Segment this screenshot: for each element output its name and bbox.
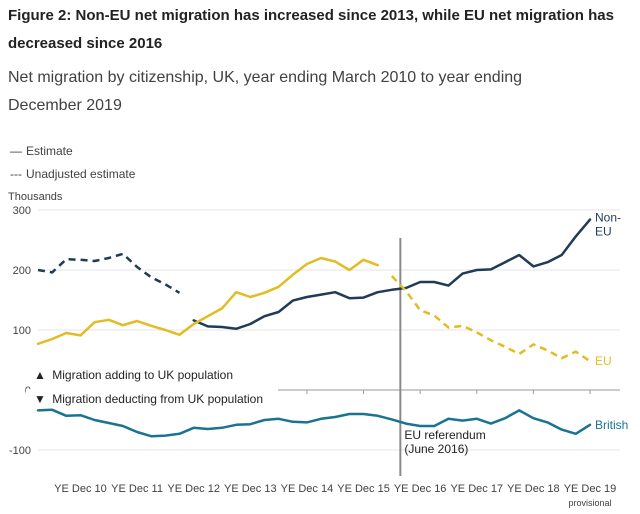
x-tick-label: YE Dec 17 (450, 483, 503, 495)
series-label-non-eu: EU (595, 225, 612, 239)
x-tick-label: YE Dec 19 (564, 483, 617, 495)
series-line-non-eu-dashed (37, 252, 181, 294)
y-tick-label: 200 (13, 265, 31, 277)
series-label-british: British (595, 418, 628, 432)
y-tick-label: -100 (9, 445, 31, 457)
x-tick-label: YE Dec 14 (281, 483, 334, 495)
gridlines (38, 209, 620, 451)
triangle-up-icon: ▲ (34, 368, 46, 382)
x-tick-label: YE Dec 15 (337, 483, 390, 495)
annotation-deducting: ▼ Migration deducting from UK population (34, 392, 263, 406)
x-tick-label: YE Dec 11 (111, 483, 163, 495)
annotation-adding-text: Migration adding to UK population (52, 368, 233, 382)
series-line-non-eu-solid (192, 218, 592, 331)
annotation-adding: ▲ Migration adding to UK population (34, 368, 233, 382)
x-tick-label: YE Dec 13 (224, 483, 277, 495)
legend-item-unadjusted: --- Unadjusted estimate (10, 167, 135, 181)
series-line-eu-dashed (390, 275, 591, 363)
x-tick-note: provisional (568, 498, 611, 508)
legend-label-unadjusted: Unadjusted estimate (26, 167, 136, 181)
x-tick-label: YE Dec 10 (54, 483, 107, 495)
y-axis-ticks: -1000100200300 (9, 205, 31, 457)
dashed-line-icon: --- (10, 167, 22, 181)
y-tick-label: 300 (13, 205, 31, 217)
legend-label-estimate: Estimate (26, 144, 73, 158)
series-label-non-eu: Non- (595, 211, 621, 225)
referendum-label-line2: (June 2016) (404, 442, 468, 456)
triangle-down-icon: ▼ (34, 392, 46, 406)
chart-subtitle: Net migration by citizenship, UK, year e… (8, 69, 523, 114)
legend-item-estimate: — Estimate (10, 144, 73, 158)
y-axis-label: Thousands (8, 191, 63, 203)
x-tick-label: YE Dec 18 (507, 483, 560, 495)
referendum-label-line1: EU referendum (404, 428, 485, 442)
x-tick-label: YE Dec 16 (394, 483, 447, 495)
chart-title: Figure 2: Non-EU net migration has incre… (8, 7, 614, 52)
solid-line-icon: — (10, 144, 22, 158)
x-tick-label: YE Dec 12 (167, 483, 220, 495)
series-label-eu: EU (595, 354, 612, 368)
y-tick-label: 100 (13, 325, 31, 337)
annotation-deducting-text: Migration deducting from UK population (52, 392, 263, 406)
series-line-eu-solid (36, 256, 379, 346)
series-line-british-solid (36, 408, 592, 438)
adding-annotation-bg (26, 364, 246, 384)
deducting-annotation-bg (26, 389, 278, 406)
x-axis-ticks: YE Dec 10 YE Dec 11 YE Dec 12 YE Dec 13 YE D… (54, 390, 616, 508)
